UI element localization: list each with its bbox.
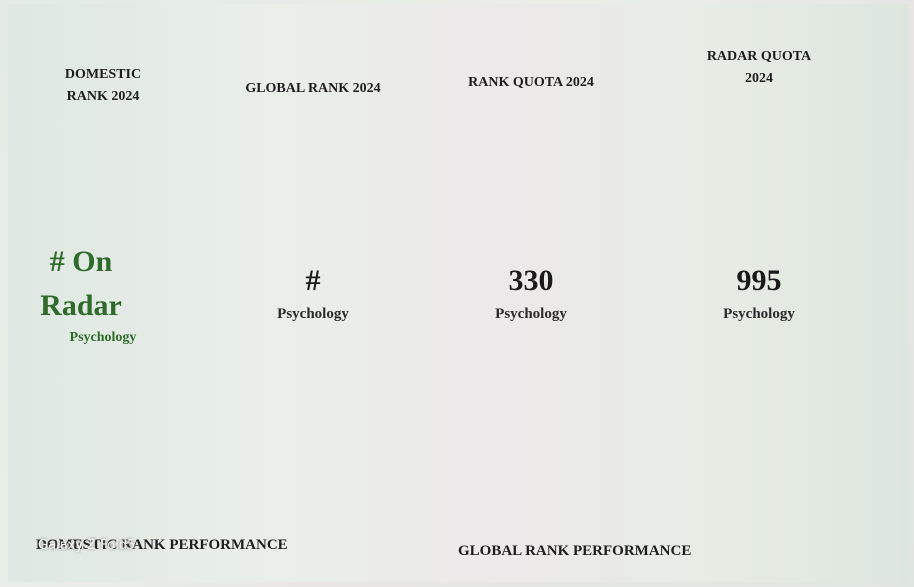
- section-title: GLOBAL RANK PERFORMANCE: [458, 543, 691, 560]
- card-value: #: [208, 259, 418, 303]
- card-title: RANK QUOTA 2024: [446, 72, 616, 94]
- card-title: DOMESTIC RANK 2024: [43, 64, 163, 108]
- card-subject: Psychology: [208, 306, 418, 323]
- card-value: 995: [654, 259, 864, 303]
- card: RADAR QUOTA 2024 995 Psychology: [654, 44, 864, 494]
- card-subject: Psychology: [0, 330, 208, 346]
- card-value: 330: [426, 259, 636, 303]
- page: DOMESTIC RANK 2024 # On Radar Psychology…: [0, 0, 914, 587]
- card-title: RADAR QUOTA 2024: [699, 46, 819, 90]
- card: RANK QUOTA 2024 330 Psychology: [426, 44, 636, 494]
- card-subject: Psychology: [654, 306, 864, 323]
- card-title: GLOBAL RANK 2024: [228, 78, 398, 100]
- card: GLOBAL RANK 2024 # Psychology: [208, 44, 418, 494]
- card-subject: Psychology: [426, 306, 636, 323]
- screen: DOMESTIC RANK 2024 # On Radar Psychology…: [8, 4, 908, 582]
- card-value: # On Radar: [26, 240, 136, 328]
- card: DOMESTIC RANK 2024 # On Radar Psychology: [0, 44, 208, 494]
- watermark: Galaxy Z Fold5: [38, 538, 135, 553]
